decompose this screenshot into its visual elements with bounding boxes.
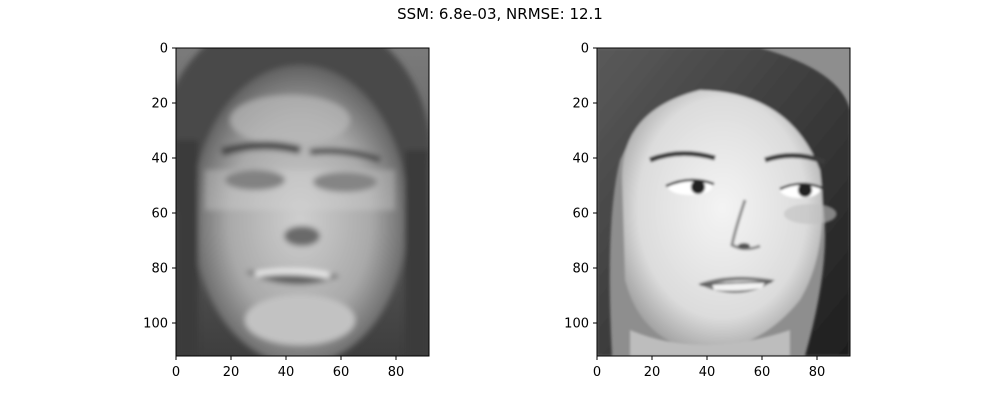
right-ytick-label: 40 (572, 152, 589, 167)
figure-suptitle: SSM: 6.8e-03, NRMSE: 12.1 (397, 5, 603, 23)
right-xtick-label: 20 (644, 365, 661, 380)
left-axes: 0 20 40 60 80 0 20 40 60 80 100 (143, 42, 430, 381)
left-axes-frame (175, 47, 430, 357)
right-ytick-label: 20 (572, 97, 589, 112)
left-xtick-label: 20 (223, 365, 240, 380)
left-image (176, 48, 429, 356)
left-xtick-label: 60 (333, 365, 350, 380)
left-ytick-label: 0 (160, 42, 168, 57)
right-axes: 0 20 40 60 80 0 20 40 60 80 100 (564, 42, 851, 381)
left-xtick-label: 40 (278, 365, 295, 380)
right-tick-group: 0 20 40 60 80 0 20 40 60 80 100 (564, 42, 825, 381)
left-ytick-label: 80 (151, 262, 168, 277)
left-ytick-label: 20 (151, 97, 168, 112)
left-ytick-label: 60 (151, 207, 168, 222)
right-ytick-label: 80 (572, 262, 589, 277)
right-xtick-label: 80 (809, 365, 826, 380)
right-ytick-label: 60 (572, 207, 589, 222)
right-image (597, 48, 850, 356)
right-xtick-label: 40 (699, 365, 716, 380)
right-xtick-label: 60 (754, 365, 771, 380)
left-xtick-label: 0 (172, 365, 180, 380)
left-ytick-label: 40 (151, 152, 168, 167)
left-xtick-label: 80 (388, 365, 405, 380)
left-ytick-label: 100 (143, 317, 168, 332)
right-ytick-label: 100 (564, 317, 589, 332)
right-xtick-label: 0 (593, 365, 601, 380)
right-ytick-label: 0 (581, 42, 589, 57)
right-axes-frame (596, 47, 851, 357)
left-tick-group: 0 20 40 60 80 0 20 40 60 80 100 (143, 42, 404, 381)
